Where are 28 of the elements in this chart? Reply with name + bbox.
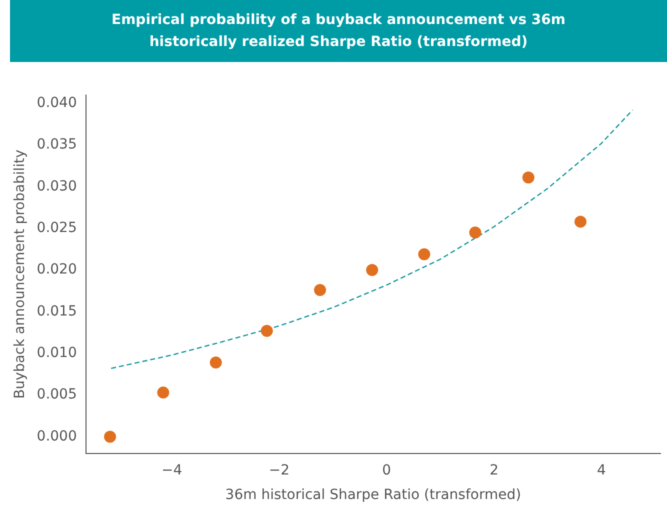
point <box>314 284 326 296</box>
point <box>418 248 430 260</box>
x-tick-label: 2 <box>490 462 498 478</box>
point <box>157 386 170 399</box>
point <box>522 172 534 184</box>
y-tick-label: 0.020 <box>36 262 77 278</box>
y-tick-label: 0.000 <box>36 428 77 444</box>
x-tick-label: 4 <box>596 462 606 478</box>
x-axis-title: 36m historical Sharpe Ratio (transformed) <box>225 487 522 504</box>
y-tick-label: 0.040 <box>36 94 77 111</box>
y-tick-label: 0.030 <box>36 178 77 194</box>
line-series <box>110 109 634 370</box>
point <box>574 216 586 228</box>
y-tick-label: 0.025 <box>36 220 77 236</box>
point <box>366 264 378 276</box>
point <box>210 356 222 369</box>
x-tick-label: −2 <box>268 462 290 478</box>
x-tick-label: −4 <box>161 462 182 478</box>
y-tick-label: 0.010 <box>36 345 77 362</box>
point <box>104 430 116 443</box>
point <box>260 324 273 337</box>
chart-title: Empirical probability of a buyback announcement vs 36m historically realized Sharpe Ratio (transformed) <box>110 11 566 52</box>
x-tick-label: 0 <box>382 462 392 478</box>
y-tick-label: 0.015 <box>36 303 77 320</box>
y-axis-title: Buyback announcement probability <box>12 150 28 399</box>
y-tick-label: 0.035 <box>36 136 77 153</box>
point <box>469 226 482 239</box>
y-tick-label: 0.005 <box>36 386 77 403</box>
